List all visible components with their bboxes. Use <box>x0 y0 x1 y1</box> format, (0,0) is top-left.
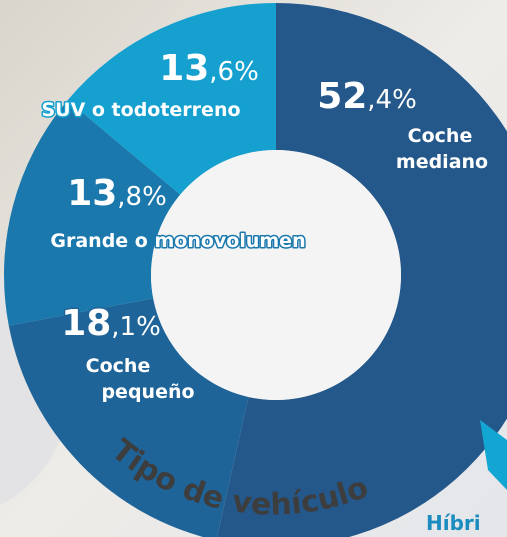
chart: Híbri Tipo de vehículo 52,4%Cochemediano… <box>0 0 507 537</box>
value-label-decimal: ,4% <box>367 85 417 115</box>
value-label-decimal: ,8% <box>117 182 167 212</box>
value-label-integer: 52 <box>317 76 367 117</box>
donut-hole <box>151 150 401 400</box>
value-label-decimal: ,6% <box>209 57 259 87</box>
value-label-integer: 13 <box>159 48 209 89</box>
page: Híbri Tipo de vehículo 52,4%Cochemediano… <box>0 0 507 537</box>
category-label-line: pequeño <box>101 381 194 403</box>
category-label-line: Coche <box>86 355 151 377</box>
value-label-decimal: ,1% <box>111 312 161 342</box>
category-label-line: mediano <box>396 151 488 173</box>
value-label-integer: 18 <box>61 303 111 344</box>
category-label: SUV o todoterreno <box>41 99 240 121</box>
category-label: Grande o monovolumen <box>50 230 305 252</box>
cropped-label: Híbri <box>426 511 481 535</box>
category-label-line: Coche <box>408 125 473 147</box>
value-label-integer: 13 <box>67 173 117 214</box>
